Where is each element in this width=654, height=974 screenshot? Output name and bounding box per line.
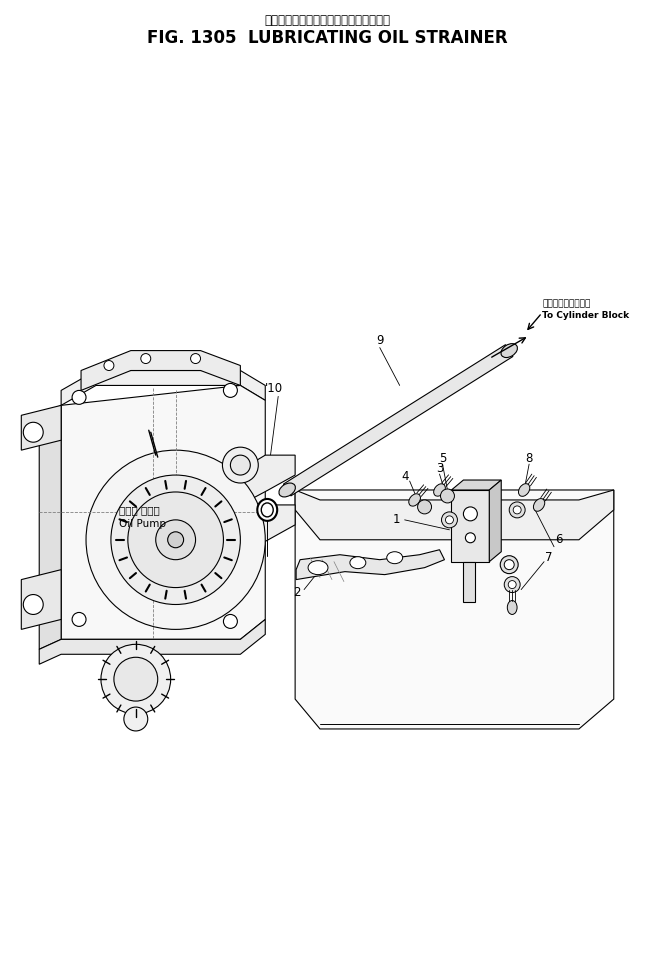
Text: FIG. 1305  LUBRICATING OIL STRAINER: FIG. 1305 LUBRICATING OIL STRAINER xyxy=(146,29,508,47)
Circle shape xyxy=(508,581,516,588)
Circle shape xyxy=(224,615,237,628)
Ellipse shape xyxy=(466,533,475,543)
Ellipse shape xyxy=(519,484,530,497)
Circle shape xyxy=(509,502,525,518)
Polygon shape xyxy=(295,490,613,729)
Circle shape xyxy=(72,391,86,404)
Ellipse shape xyxy=(261,503,273,517)
Polygon shape xyxy=(241,505,295,555)
Text: 3: 3 xyxy=(436,462,443,474)
Polygon shape xyxy=(61,386,266,639)
Text: シリンダブロックへ: シリンダブロックへ xyxy=(542,299,591,309)
Text: 5: 5 xyxy=(439,452,446,465)
Polygon shape xyxy=(451,490,489,562)
Circle shape xyxy=(500,556,518,574)
Circle shape xyxy=(167,532,184,547)
Circle shape xyxy=(441,489,455,503)
Circle shape xyxy=(114,657,158,701)
Circle shape xyxy=(418,500,432,514)
Circle shape xyxy=(124,707,148,730)
Ellipse shape xyxy=(350,557,366,569)
Circle shape xyxy=(86,450,266,629)
Text: 2: 2 xyxy=(294,586,301,599)
Polygon shape xyxy=(39,405,61,650)
Circle shape xyxy=(230,455,250,475)
Text: To Cylinder Block: To Cylinder Block xyxy=(542,312,629,320)
Ellipse shape xyxy=(409,494,421,506)
Circle shape xyxy=(190,354,201,363)
Ellipse shape xyxy=(508,601,517,615)
Ellipse shape xyxy=(257,499,277,521)
Ellipse shape xyxy=(308,561,328,575)
Ellipse shape xyxy=(464,506,477,521)
Polygon shape xyxy=(464,562,475,602)
Ellipse shape xyxy=(434,484,445,496)
Polygon shape xyxy=(22,570,61,629)
Circle shape xyxy=(445,516,453,524)
Text: ルーブリケーティングオイルストレーナ: ルーブリケーティングオイルストレーナ xyxy=(264,14,390,26)
Circle shape xyxy=(504,560,514,570)
Circle shape xyxy=(24,594,43,615)
Circle shape xyxy=(156,520,196,560)
Circle shape xyxy=(128,492,224,587)
Text: 8: 8 xyxy=(525,452,533,465)
Text: 9: 9 xyxy=(376,334,383,347)
Text: '10: '10 xyxy=(266,382,283,394)
Polygon shape xyxy=(451,480,501,490)
Circle shape xyxy=(111,475,241,605)
Circle shape xyxy=(72,613,86,626)
Circle shape xyxy=(504,577,520,592)
Polygon shape xyxy=(283,345,513,496)
Polygon shape xyxy=(489,480,501,562)
Text: 7: 7 xyxy=(545,551,553,564)
Ellipse shape xyxy=(279,483,296,497)
Ellipse shape xyxy=(534,499,545,511)
Polygon shape xyxy=(295,490,613,540)
Circle shape xyxy=(141,354,151,363)
Polygon shape xyxy=(81,351,241,391)
Text: Oil Pump: Oil Pump xyxy=(119,519,166,529)
Polygon shape xyxy=(61,370,266,405)
Polygon shape xyxy=(241,455,295,505)
Ellipse shape xyxy=(387,551,403,564)
Polygon shape xyxy=(39,619,266,664)
Circle shape xyxy=(104,360,114,370)
Text: 6: 6 xyxy=(555,534,562,546)
Circle shape xyxy=(441,512,457,528)
Circle shape xyxy=(224,384,237,397)
Polygon shape xyxy=(22,405,61,450)
Text: オイル ポンプ: オイル ポンプ xyxy=(119,505,160,515)
Circle shape xyxy=(513,506,521,514)
Text: 4: 4 xyxy=(401,469,408,482)
Circle shape xyxy=(24,423,43,442)
Polygon shape xyxy=(296,549,445,580)
Circle shape xyxy=(101,645,171,714)
Circle shape xyxy=(222,447,258,483)
Text: 1: 1 xyxy=(393,513,400,526)
Ellipse shape xyxy=(501,344,517,357)
